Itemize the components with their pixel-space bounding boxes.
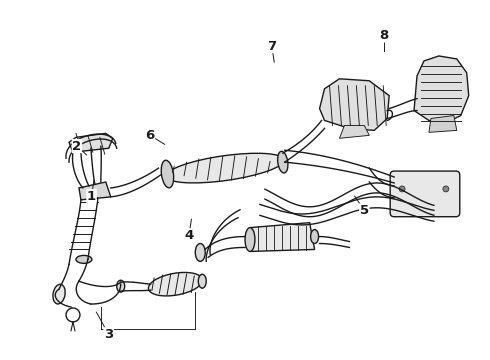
Text: 4: 4 (184, 229, 194, 242)
Ellipse shape (148, 273, 202, 296)
Polygon shape (340, 125, 369, 138)
Polygon shape (250, 223, 315, 251)
Ellipse shape (245, 228, 255, 251)
FancyBboxPatch shape (390, 171, 460, 217)
Text: 8: 8 (379, 29, 389, 42)
Polygon shape (69, 133, 113, 152)
Ellipse shape (161, 160, 173, 188)
Ellipse shape (198, 274, 206, 288)
Ellipse shape (117, 280, 124, 292)
Text: 2: 2 (73, 140, 81, 153)
Ellipse shape (166, 153, 284, 183)
Ellipse shape (53, 284, 65, 304)
Polygon shape (414, 56, 469, 122)
Ellipse shape (76, 255, 92, 264)
Polygon shape (429, 116, 457, 132)
Circle shape (443, 186, 449, 192)
Text: 6: 6 (146, 129, 155, 142)
Text: 7: 7 (267, 40, 276, 53)
Polygon shape (79, 182, 111, 200)
Ellipse shape (311, 230, 319, 243)
Text: 1: 1 (87, 190, 96, 203)
Circle shape (399, 186, 405, 192)
Polygon shape (319, 79, 389, 130)
Ellipse shape (196, 243, 205, 261)
Ellipse shape (278, 151, 288, 173)
Text: 3: 3 (104, 328, 113, 341)
Text: 5: 5 (360, 204, 369, 217)
